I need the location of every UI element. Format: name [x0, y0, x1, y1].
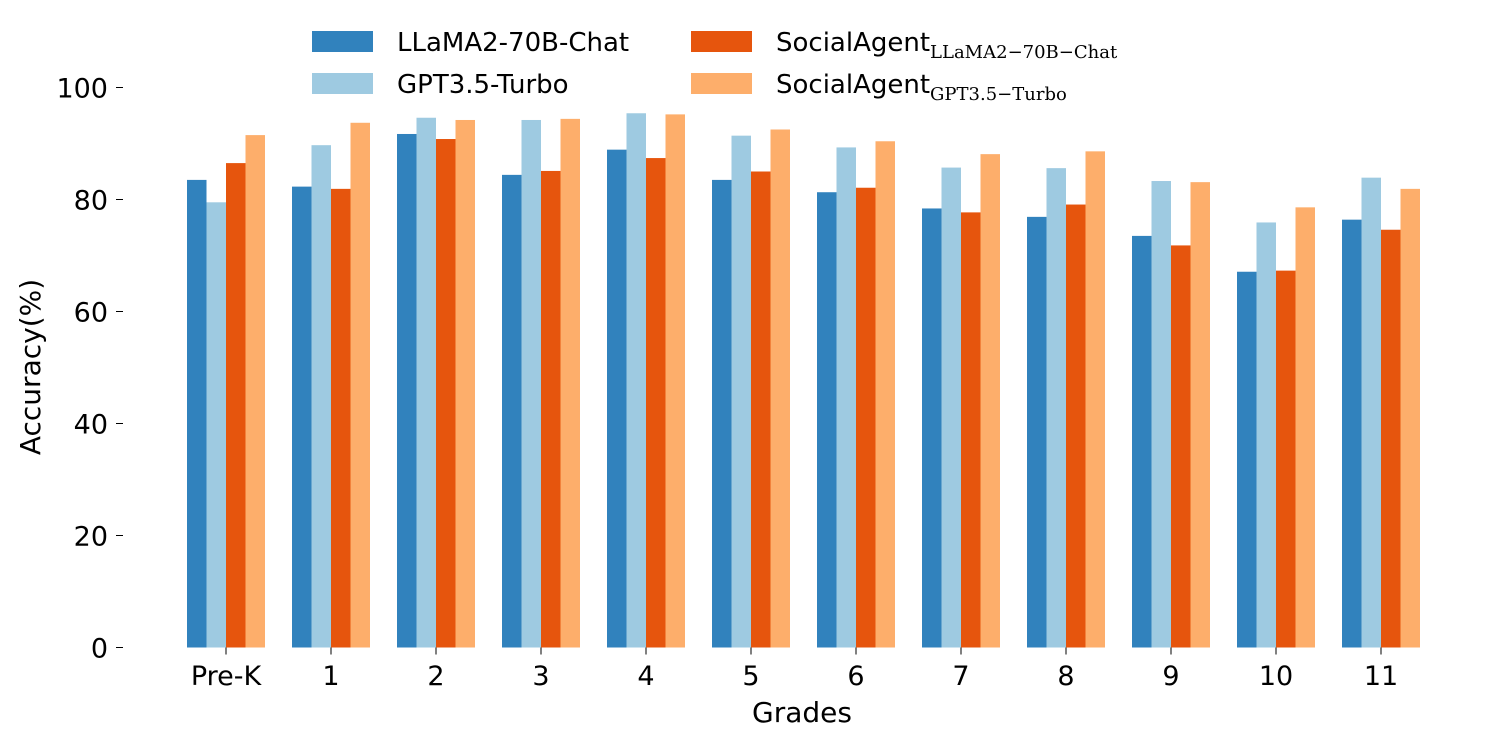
x-tick-label: 9	[1162, 661, 1179, 692]
x-axis: Pre-K 1 2 3 4 5 6 7 8 9 10 11	[191, 647, 1398, 692]
bar-series4-cat-3	[560, 118, 580, 648]
x-tick-label: 5	[742, 661, 759, 692]
x-tick-label: Pre-K	[191, 661, 263, 692]
x-tick-label: 11	[1364, 661, 1398, 692]
legend-label-series3: SocialAgentLLaMA2−70B−Chat	[776, 28, 1118, 63]
bar-series2-cat-2	[416, 117, 436, 648]
bar-series3-cat-7	[961, 212, 981, 648]
legend-label-main: SocialAgent	[776, 70, 930, 100]
y-tick-label: 80	[74, 186, 108, 217]
y-axis-title: Accuracy(%)	[14, 279, 47, 455]
bar-series3-cat-9	[1171, 245, 1191, 648]
bar-series3-cat-8	[1066, 204, 1086, 648]
legend-swatch-series1	[312, 31, 373, 52]
bar-series1-cat-3	[502, 174, 522, 648]
bar-series1-cat-2	[397, 133, 417, 648]
bar-series2-cat-4	[626, 113, 646, 648]
bar-series4-cat-2	[455, 119, 475, 648]
bar-series3-cat-10	[1276, 270, 1296, 648]
legend-label-series2: GPT3.5-Turbo	[397, 70, 569, 100]
x-tick-label: 10	[1259, 661, 1293, 692]
bar-series4-cat-7	[980, 154, 1000, 648]
bar-series2-cat-11	[1361, 177, 1381, 648]
bar-series3-cat-3	[541, 170, 561, 648]
x-tick-label: 3	[532, 661, 549, 692]
bar-series1-cat-5	[712, 179, 732, 648]
y-tick-label: 0	[91, 634, 108, 665]
legend-label-series1: LLaMA2-70B-Chat	[397, 28, 629, 58]
legend-label-main: SocialAgent	[776, 28, 930, 58]
bar-series1-cat-11	[1342, 219, 1362, 648]
legend-label-main: GPT3.5-Turbo	[397, 70, 569, 100]
y-tick-label: 20	[74, 522, 108, 553]
x-tick-label: 4	[637, 661, 654, 692]
y-tick-label: 100	[56, 74, 108, 105]
legend-swatch-series4	[691, 73, 752, 94]
bar-series4-cat-6	[875, 141, 895, 648]
x-tick-label: 2	[427, 661, 444, 692]
bar-series1-cat-6	[817, 192, 837, 648]
bar-series4-cat-4	[665, 114, 685, 648]
legend-label-subscript: LLaMA2−70B−Chat	[930, 42, 1118, 63]
bar-series4-cat-8	[1085, 151, 1105, 648]
bar-series2-cat-6	[836, 147, 856, 648]
bar-series1-cat-10	[1237, 271, 1257, 648]
bar-series3-cat-4	[646, 158, 666, 648]
y-tick-label: 60	[74, 298, 108, 329]
bar-series2-cat-9	[1151, 181, 1171, 648]
bar-series3-cat-5	[751, 171, 771, 648]
bar-series1-cat-9	[1132, 235, 1152, 648]
bars-layer	[187, 113, 1420, 648]
bar-series1-cat-7	[922, 208, 942, 648]
bar-series3-cat-6	[856, 187, 876, 648]
legend-swatch-series2	[312, 73, 373, 94]
bar-series4-cat-9	[1190, 182, 1210, 648]
bar-series1-cat-4	[607, 149, 627, 648]
bar-series1-cat-Pre-K	[187, 179, 207, 648]
bar-series4-cat-11	[1400, 188, 1420, 648]
bar-series2-cat-3	[521, 119, 541, 648]
bar-series2-cat-7	[941, 167, 961, 648]
bar-series4-cat-10	[1295, 207, 1315, 648]
bar-series1-cat-8	[1027, 216, 1047, 648]
bar-series2-cat-10	[1256, 222, 1276, 648]
legend-label-series4: SocialAgentGPT3.5−Turbo	[776, 70, 1067, 105]
bar-series3-cat-11	[1381, 229, 1401, 648]
bar-series4-cat-5	[770, 129, 790, 648]
x-tick-label: 7	[952, 661, 969, 692]
bar-series2-cat-5	[731, 135, 751, 648]
bar-series2-cat-1	[311, 145, 331, 648]
legend-label-main: LLaMA2-70B-Chat	[397, 28, 629, 58]
bar-series4-cat-1	[350, 122, 370, 648]
bar-series1-cat-1	[292, 186, 312, 648]
bar-series2-cat-Pre-K	[206, 202, 226, 648]
bar-series2-cat-8	[1046, 168, 1066, 648]
legend-swatch-series3	[691, 31, 752, 52]
bar-series3-cat-1	[331, 188, 351, 648]
bar-series3-cat-2	[436, 139, 456, 648]
x-tick-label: 6	[847, 661, 864, 692]
y-axis: 0 20 40 60 80 100	[56, 74, 123, 665]
bar-series4-cat-Pre-K	[245, 135, 265, 648]
x-axis-title: Grades	[752, 696, 852, 729]
legend-label-subscript: GPT3.5−Turbo	[930, 84, 1067, 105]
x-tick-label: 8	[1057, 661, 1074, 692]
y-tick-label: 40	[74, 410, 108, 441]
legend: LLaMA2-70B-Chat GPT3.5-Turbo SocialAgentLL…	[312, 28, 1118, 105]
bar-series3-cat-Pre-K	[226, 163, 246, 648]
x-tick-label: 1	[322, 661, 339, 692]
